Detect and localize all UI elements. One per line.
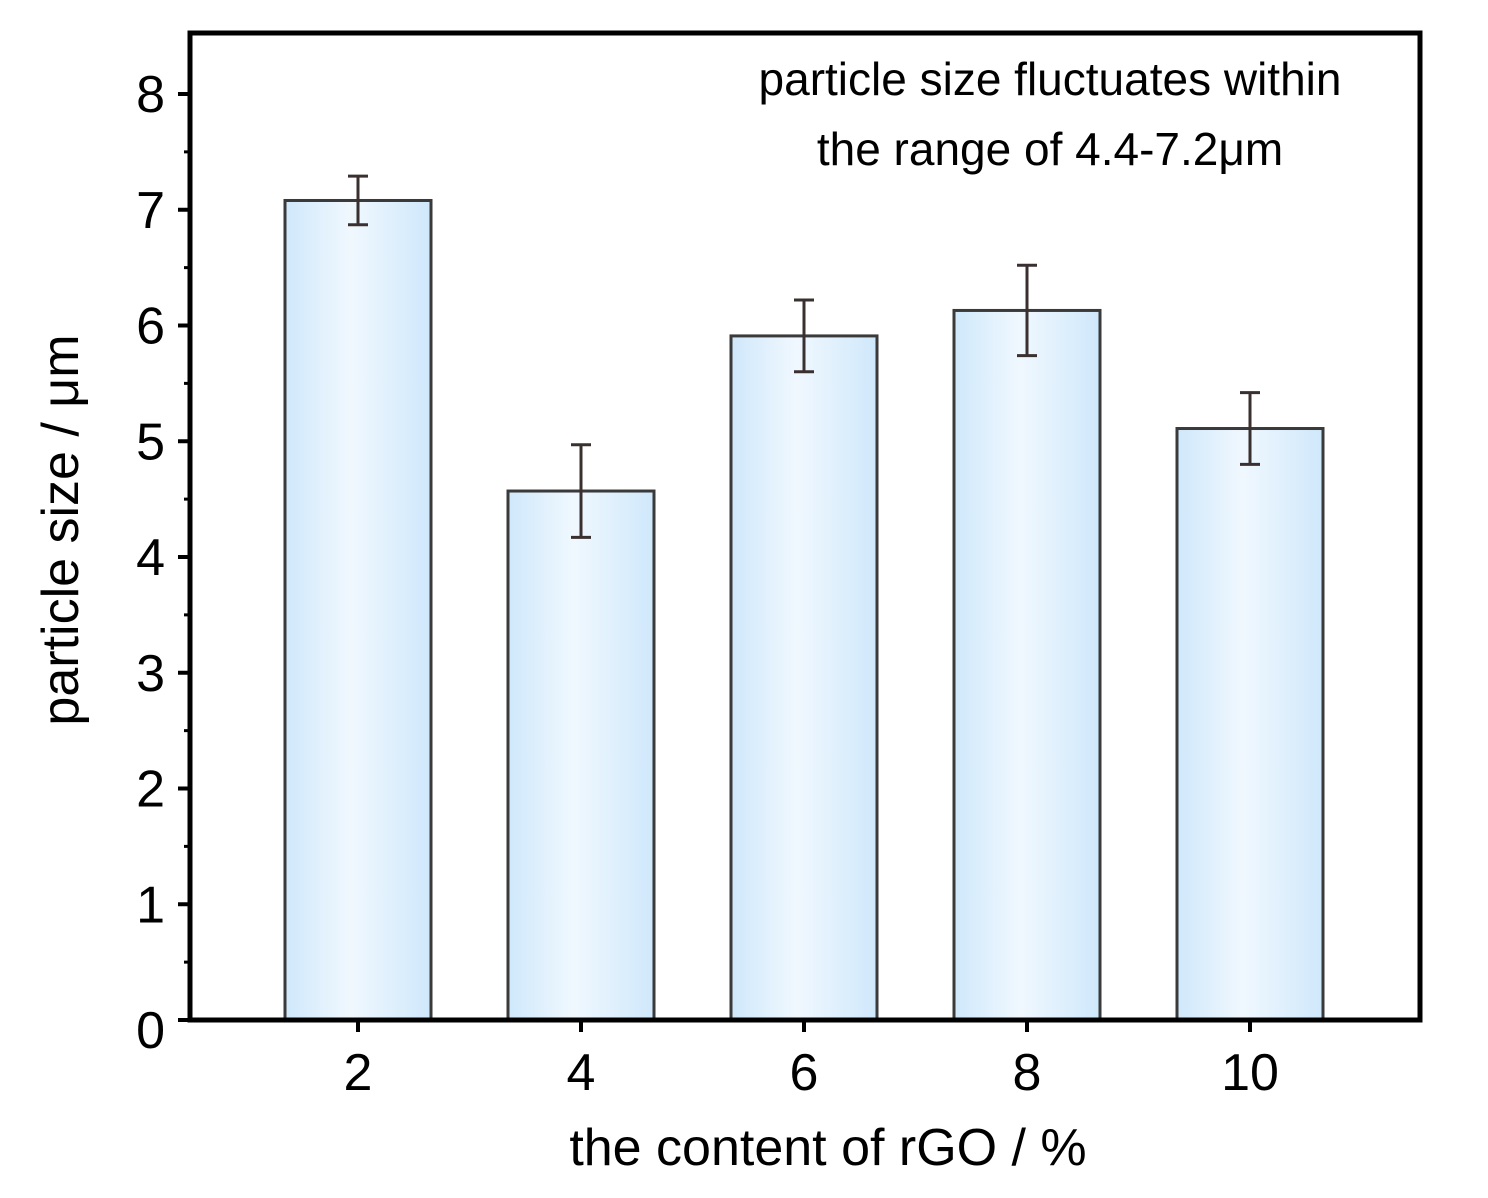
y-tick-label: 7 xyxy=(136,182,165,240)
y-axis: 0 1 2 3 4 5 6 7 8 xyxy=(136,66,190,1060)
x-tick-label: 2 xyxy=(344,1044,373,1102)
x-axis: 2 4 6 8 10 xyxy=(344,1020,1279,1102)
x-axis-label: the content of rGO / % xyxy=(569,1119,1086,1177)
bar-4 xyxy=(506,489,656,1022)
bar-6 xyxy=(729,334,879,1022)
bars-layer xyxy=(283,174,1325,1022)
y-tick-label: 6 xyxy=(136,298,165,356)
error-bar-8 xyxy=(1017,263,1037,358)
x-tick-label: 10 xyxy=(1221,1044,1279,1102)
y-tick-label: 8 xyxy=(136,66,165,124)
y-tick-label: 0 xyxy=(136,1002,165,1060)
bar-8 xyxy=(952,308,1102,1022)
y-tick-label: 4 xyxy=(136,529,165,587)
x-tick-label: 8 xyxy=(1013,1044,1042,1102)
y-axis-label: particle size / μm xyxy=(32,334,90,725)
bar-2 xyxy=(283,198,433,1022)
bar-10 xyxy=(1175,427,1325,1022)
y-tick-label: 5 xyxy=(136,413,165,471)
y-tick-label: 1 xyxy=(136,876,165,934)
y-tick-label: 2 xyxy=(136,761,165,819)
x-tick-label: 6 xyxy=(790,1044,819,1102)
x-tick-label: 4 xyxy=(567,1044,596,1102)
annotation-line-1: particle size fluctuates within xyxy=(759,53,1342,105)
annotation-line-2: the range of 4.4-7.2μm xyxy=(817,123,1283,175)
error-bar-6 xyxy=(794,298,814,374)
error-bar-10 xyxy=(1240,391,1260,466)
y-tick-label: 3 xyxy=(136,645,165,703)
error-bar-4 xyxy=(571,443,591,539)
error-bar-2 xyxy=(348,174,368,227)
